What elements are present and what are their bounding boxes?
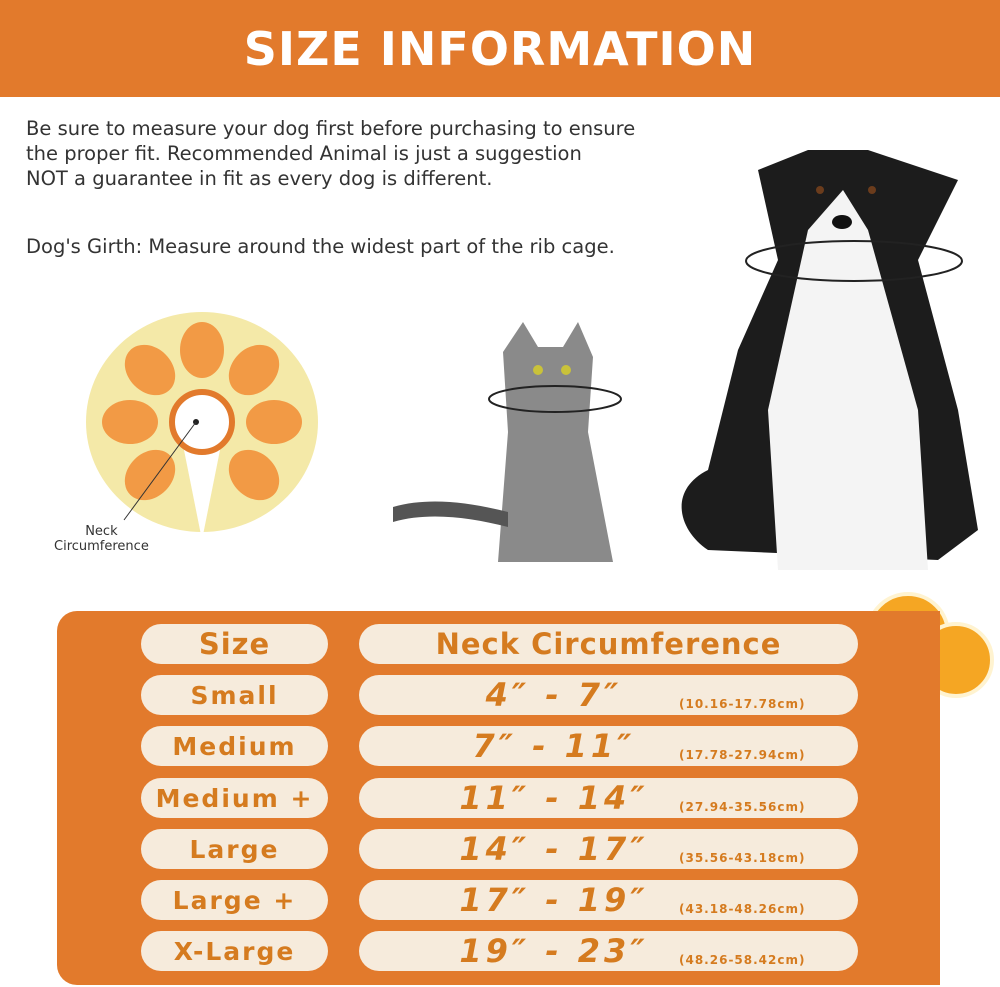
neck-circumference-label: Neck Circumference [54,524,149,554]
size-label: Medium [172,731,297,761]
neck-header: Neck Circumference [359,624,858,664]
size-label: Large + [172,885,297,915]
cm-range: (17.78-27.94cm) [679,748,806,762]
size-label: Small [190,680,279,710]
inches-range: 19″ - 23″ [459,932,649,970]
table-row-neck: 11″ - 14″ (27.94-35.56cm) [359,778,858,818]
table-row-size: X-Large [141,931,328,971]
size-label: Medium + [155,783,314,813]
cm-range: (43.18-48.26cm) [679,902,806,916]
page-title: SIZE INFORMATION [243,21,757,76]
table-row-size: Medium [141,726,328,766]
inches-range: 17″ - 19″ [459,881,649,919]
inches-range: 4″ - 7″ [485,676,623,714]
neck-header-label: Neck Circumference [435,627,782,661]
size-label: Large [189,834,280,864]
table-row-neck: 4″ - 7″ (10.16-17.78cm) [359,675,858,715]
dog-image [681,150,978,570]
table-row-neck: 14″ - 17″ (35.56-43.18cm) [359,829,858,869]
cm-range: (27.94-35.56cm) [679,800,806,814]
size-label: X-Large [173,936,296,966]
intro-text: Be sure to measure your dog first before… [26,117,636,190]
cm-range: (35.56-43.18cm) [679,851,806,865]
table-row-neck: 19″ - 23″ (48.26-58.42cm) [359,931,858,971]
header-banner: SIZE INFORMATION [0,0,1000,97]
table-row-size: Large + [141,880,328,920]
inches-range: 7″ - 11″ [472,727,636,765]
inches-range: 14″ - 17″ [459,830,649,868]
cm-range: (10.16-17.78cm) [679,697,806,711]
collar-image [86,312,318,540]
cm-range: (48.26-58.42cm) [679,953,806,967]
table-row-size: Large [141,829,328,869]
table-row-neck: 7″ - 11″ (17.78-27.94cm) [359,726,858,766]
table-row-size: Medium + [141,778,328,818]
table-row-neck: 17″ - 19″ (43.18-48.26cm) [359,880,858,920]
table-row-size: Small [141,675,328,715]
girth-instruction: Dog's Girth: Measure around the widest p… [26,235,615,258]
cat-image [393,322,622,562]
size-header: Size [141,624,328,664]
inches-range: 11″ - 14″ [459,779,649,817]
size-header-label: Size [198,627,271,661]
